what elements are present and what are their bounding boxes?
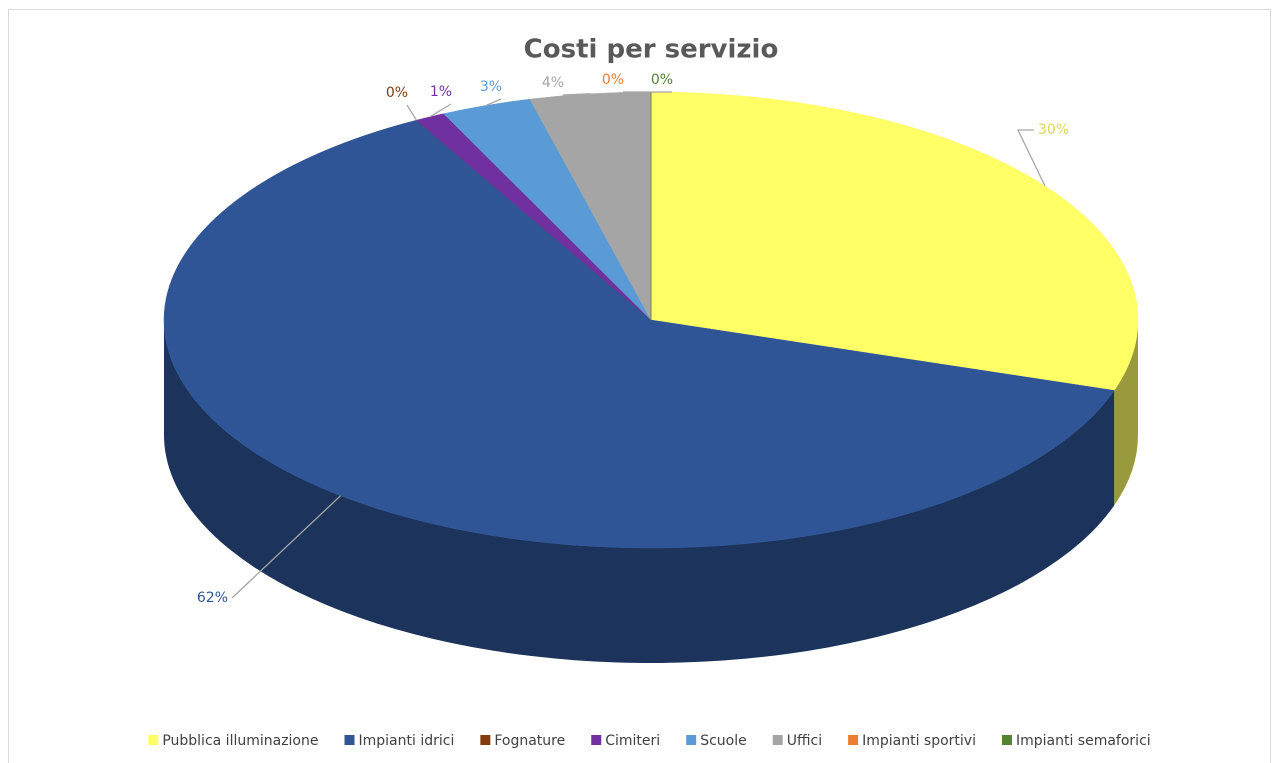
- leader-line: [231, 495, 342, 599]
- data-label: 0%: [602, 72, 624, 88]
- legend-swatch: [148, 735, 159, 745]
- legend-swatch: [686, 735, 697, 745]
- chart-title: Costi per servizio: [524, 35, 779, 65]
- data-label: 30%: [1038, 122, 1069, 138]
- legend-swatch: [848, 735, 859, 745]
- data-label: 4%: [542, 75, 564, 91]
- legend-label: Impianti sportivi: [862, 733, 976, 749]
- data-label: 0%: [651, 72, 673, 88]
- legend-label: Cimiteri: [605, 733, 660, 749]
- legend: Pubblica illuminazione Impianti idrici Fog…: [148, 733, 1151, 749]
- legend-label: Uffici: [787, 733, 822, 749]
- legend-label: Scuole: [700, 733, 747, 749]
- data-label: 1%: [430, 84, 452, 100]
- data-label: 0%: [386, 85, 408, 101]
- legend-label: Pubblica illuminazione: [162, 733, 318, 749]
- slice-side: [1114, 320, 1138, 506]
- legend-label: Impianti idrici: [359, 733, 455, 749]
- leader-line: [485, 98, 502, 107]
- legend-label: Impianti semaforici: [1016, 733, 1151, 749]
- leader-line: [1016, 129, 1046, 187]
- legend-label: Fognature: [494, 733, 565, 749]
- leader-line: [562, 93, 590, 96]
- data-label: 62%: [197, 590, 228, 606]
- slice-side: [164, 320, 1115, 663]
- legend-swatch: [772, 735, 783, 745]
- leader-line: [406, 104, 417, 121]
- legend-swatch: [344, 735, 355, 745]
- leader-line: [429, 103, 452, 118]
- legend-swatch: [480, 735, 491, 745]
- data-label: 3%: [480, 79, 502, 95]
- legend-swatch: [591, 735, 602, 745]
- legend-swatch: [1001, 735, 1012, 745]
